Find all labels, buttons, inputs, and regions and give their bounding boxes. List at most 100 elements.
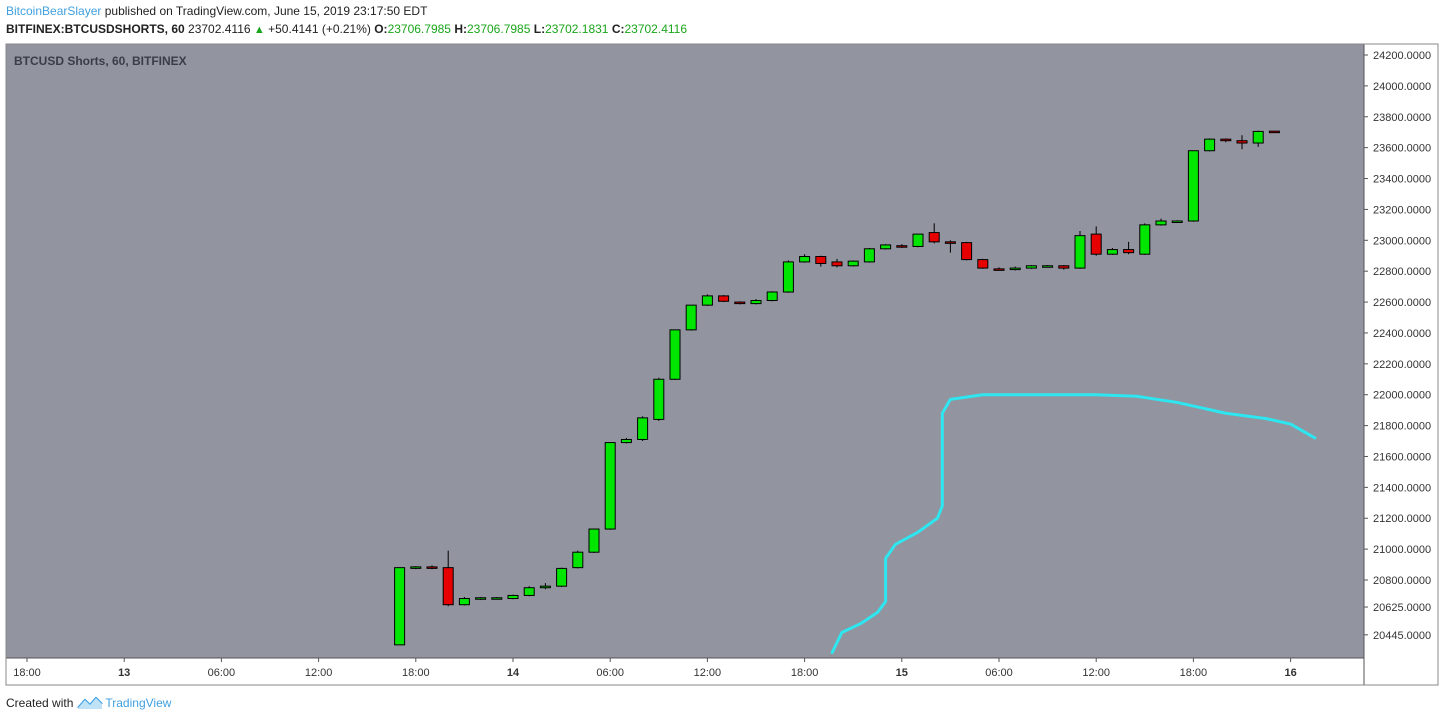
close-label: C: <box>611 22 625 36</box>
candle <box>1268 130 1280 134</box>
candle-body-down <box>944 241 956 244</box>
candle-body-down <box>1220 138 1232 142</box>
x-tick-label: 12:00 <box>305 667 333 679</box>
candle <box>928 223 940 244</box>
candle-body-up <box>766 291 778 302</box>
x-tick-label: 14 <box>507 667 520 679</box>
candle <box>572 550 584 569</box>
candle-body-up <box>604 442 616 530</box>
candle <box>799 254 811 263</box>
candle <box>1042 265 1054 268</box>
candle <box>1171 220 1183 223</box>
candle-body-down <box>426 566 438 569</box>
candle-body-up <box>572 551 584 569</box>
y-tick-label: 23600.0000 <box>1373 143 1431 155</box>
candle <box>604 442 616 530</box>
low-label: L: <box>533 22 546 36</box>
candle <box>701 294 713 306</box>
candle <box>880 244 892 250</box>
candle-body-down <box>1058 265 1070 269</box>
time-axis[interactable]: 18:00 13 06:00 12:00 18:00 14 06:00 12:00 18:00 1… <box>13 658 1297 679</box>
candle-body-up <box>1155 220 1167 226</box>
y-tick-label: 22400.0000 <box>1373 328 1431 340</box>
x-tick-label: 06:00 <box>596 667 624 679</box>
x-tick-label: 12:00 <box>694 667 722 679</box>
candle <box>394 567 406 646</box>
candle <box>766 291 778 302</box>
candle-body-up <box>847 260 859 267</box>
y-tick-label: 23800.0000 <box>1373 112 1431 124</box>
candle <box>442 550 454 607</box>
candle-body-down <box>993 268 1005 271</box>
y-tick-label: 20445.0000 <box>1373 630 1431 642</box>
candle <box>912 233 924 248</box>
candle-body-up <box>507 594 519 600</box>
close-value: 23702.4116 <box>624 22 687 36</box>
publish-info: BitcoinBearSlayer published on TradingVi… <box>6 4 427 18</box>
candle-body-down <box>718 295 730 302</box>
candle <box>669 329 681 381</box>
candle-body-up <box>1204 138 1216 152</box>
candle-body-up <box>653 378 665 420</box>
open-value: 23706.7985 <box>387 22 451 36</box>
candle-body-up <box>475 597 487 600</box>
candle <box>734 301 746 305</box>
candle <box>993 267 1005 271</box>
x-tick-label: 15 <box>896 667 908 679</box>
high-label: H: <box>454 22 467 36</box>
price-axis[interactable]: 20445.0000 20625.0000 20800.0000 21000.0000… <box>1364 50 1431 642</box>
y-tick-label: 22000.0000 <box>1373 390 1431 402</box>
candle-body-up <box>458 598 470 606</box>
y-tick-label: 22200.0000 <box>1373 359 1431 371</box>
candle <box>831 258 843 268</box>
candle-body-down <box>896 245 908 248</box>
candle <box>718 295 730 303</box>
candle-body-up <box>539 585 551 589</box>
y-tick-label: 23200.0000 <box>1373 204 1431 216</box>
candle-body-up <box>1009 267 1021 271</box>
candle <box>491 596 503 600</box>
y-tick-label: 21200.0000 <box>1373 513 1431 525</box>
candle-body-up <box>394 567 406 646</box>
candle <box>653 377 665 421</box>
candle <box>1058 265 1070 270</box>
y-tick-label: 21600.0000 <box>1373 451 1431 463</box>
high-value: 23706.7985 <box>466 22 531 36</box>
candle-body-up <box>1106 249 1118 255</box>
candle-body-down <box>734 301 746 305</box>
x-tick-label: 06:00 <box>985 667 1013 679</box>
candle-body-down <box>1236 140 1248 144</box>
candle <box>523 586 535 597</box>
candle <box>1155 218 1167 226</box>
candle <box>539 583 551 590</box>
candle <box>896 244 908 249</box>
candle-body-down <box>831 261 843 267</box>
candle-body-down <box>1123 249 1135 254</box>
created-with-text: Created with <box>6 696 74 710</box>
candle-body-down <box>977 259 989 269</box>
author-link[interactable]: BitcoinBearSlayer <box>6 4 102 18</box>
candle <box>1252 130 1264 147</box>
candle <box>1123 241 1135 255</box>
tradingview-link[interactable]: TradingView <box>105 696 172 710</box>
candle-body-up <box>1252 130 1264 144</box>
tradingview-logo-icon <box>77 696 104 709</box>
candle-body-up <box>491 597 503 600</box>
candle-body-up <box>1139 224 1151 255</box>
candle-body-up <box>1042 265 1054 268</box>
candle-body-up <box>782 261 794 293</box>
candle-body-up <box>750 300 762 305</box>
candle <box>1236 135 1248 150</box>
candle-body-up <box>685 304 697 331</box>
x-tick-label: 13 <box>118 667 130 679</box>
candle-body-up <box>880 244 892 250</box>
candle <box>556 567 568 587</box>
candle <box>847 260 859 267</box>
published-text: published on TradingView.com, June 15, 2… <box>104 4 428 18</box>
candle <box>588 528 600 553</box>
candle <box>1074 231 1086 269</box>
candle <box>1220 138 1232 143</box>
x-tick-label: 18:00 <box>1180 667 1208 679</box>
y-tick-label: 21800.0000 <box>1373 421 1431 433</box>
